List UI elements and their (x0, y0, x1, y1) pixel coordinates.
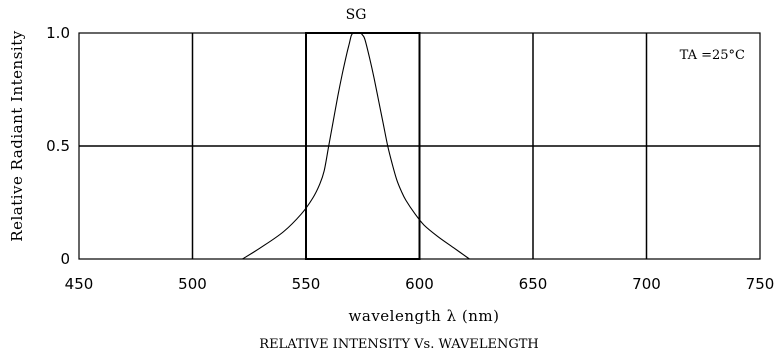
y-tick-labels: 0 0.5 1.0 (46, 24, 70, 268)
y-tick-label-1: 1.0 (46, 24, 70, 42)
x-tick-label-600: 600 (405, 275, 434, 293)
annotation-temperature: TA =25°C (680, 48, 745, 63)
chart-subtitle: RELATIVE INTENSITY Vs. WAVELENGTH (259, 337, 538, 352)
chart-title: SG (346, 7, 367, 23)
x-tick-label-650: 650 (519, 275, 548, 293)
y-tick-label-0: 0 (60, 250, 70, 268)
plot-frame (78, 32, 761, 260)
y-axis-label: Relative Radiant Intensity (8, 30, 26, 241)
x-tick-label-750: 750 (746, 275, 775, 293)
y-tick-label-0_5: 0.5 (46, 137, 70, 155)
x-tick-label-500: 500 (178, 275, 207, 293)
x-tick-label-450: 450 (65, 275, 94, 293)
x-tick-label-700: 700 (632, 275, 661, 293)
x-axis-label: wavelength λ (nm) (349, 307, 500, 325)
x-tick-label-550: 550 (292, 275, 321, 293)
x-tick-labels: 450 500 550 600 650 700 750 (65, 275, 775, 293)
